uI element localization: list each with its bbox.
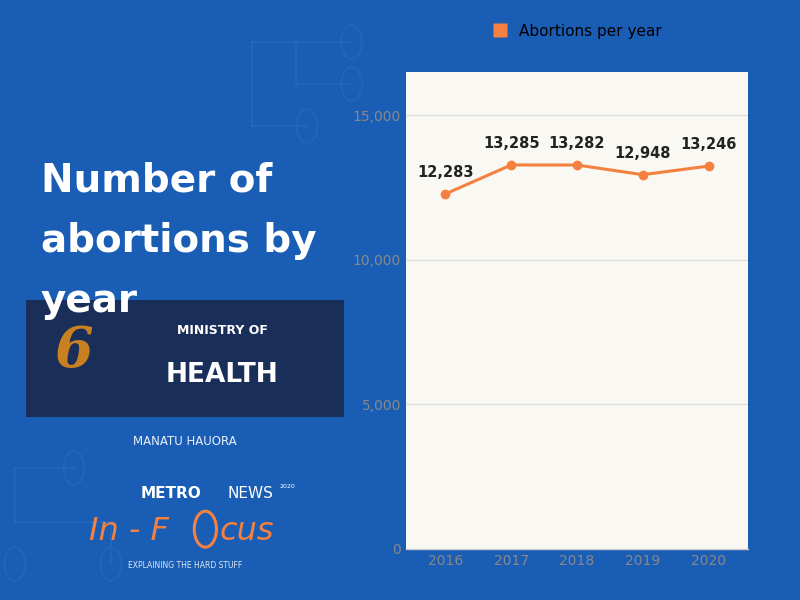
FancyBboxPatch shape bbox=[26, 300, 344, 417]
Legend: Abortions per year: Abortions per year bbox=[486, 17, 668, 45]
Text: METRO: METRO bbox=[141, 486, 202, 500]
Text: 13,285: 13,285 bbox=[483, 136, 539, 151]
Text: Number of: Number of bbox=[41, 162, 272, 200]
Text: EXPLAINING THE HARD STUFF: EXPLAINING THE HARD STUFF bbox=[128, 560, 242, 570]
Text: MINISTRY OF: MINISTRY OF bbox=[177, 323, 267, 337]
Text: 12,283: 12,283 bbox=[418, 165, 474, 180]
Text: year: year bbox=[41, 282, 138, 320]
Text: 2020: 2020 bbox=[279, 484, 295, 488]
Text: abortions by: abortions by bbox=[41, 222, 316, 260]
Text: NEWS: NEWS bbox=[228, 486, 274, 500]
Text: MANATU HAUORA: MANATU HAUORA bbox=[133, 435, 237, 448]
Text: 13,282: 13,282 bbox=[549, 136, 606, 151]
Text: HEALTH: HEALTH bbox=[166, 362, 278, 388]
Text: cus: cus bbox=[219, 515, 274, 547]
Text: 13,246: 13,246 bbox=[680, 137, 737, 152]
Text: In - F: In - F bbox=[89, 515, 169, 547]
Text: 12,948: 12,948 bbox=[614, 146, 671, 161]
Text: 6: 6 bbox=[54, 323, 94, 379]
